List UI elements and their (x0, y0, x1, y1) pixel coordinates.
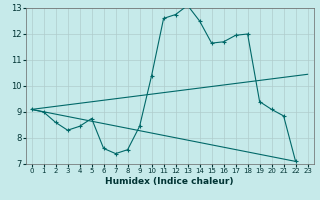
X-axis label: Humidex (Indice chaleur): Humidex (Indice chaleur) (105, 177, 234, 186)
